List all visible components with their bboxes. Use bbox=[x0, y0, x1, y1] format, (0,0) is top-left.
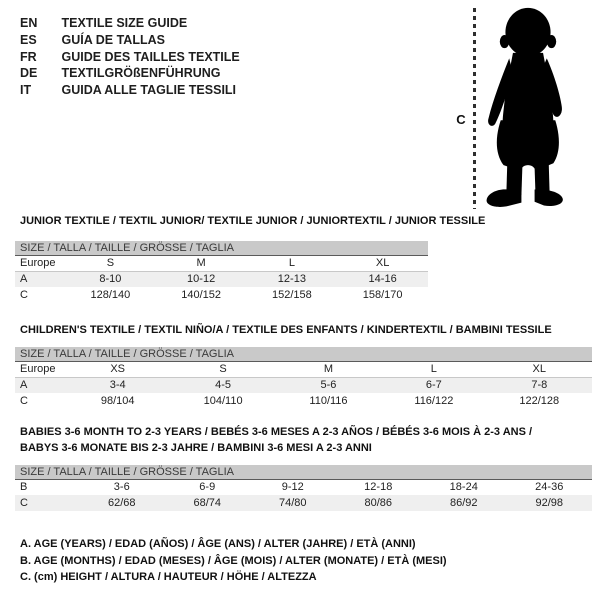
lang-row-fr: FR GUIDE DES TAILLES TEXTILE bbox=[20, 49, 240, 66]
size-cell: 140/152 bbox=[181, 289, 221, 301]
babies-size-table: SIZE / TALLA / TAILLE / GRÖSSE / TAGLIA … bbox=[15, 465, 592, 511]
table-row: B 3-6 6-9 9-12 12-18 18-24 24-36 bbox=[15, 479, 592, 495]
size-cell: 12-13 bbox=[277, 273, 306, 286]
size-cell: 8-10 bbox=[99, 273, 122, 286]
junior-textile-section: JUNIOR TEXTILE / TEXTIL JUNIOR/ TEXTILE … bbox=[15, 213, 486, 303]
size-cell: 18-24 bbox=[449, 481, 478, 494]
size-cell: 14-16 bbox=[368, 273, 397, 286]
lang-label: TEXTILE SIZE GUIDE bbox=[61, 16, 188, 30]
lang-code: DE bbox=[20, 66, 38, 81]
size-cell: L bbox=[381, 361, 487, 378]
size-header-bar: SIZE / TALLA / TAILLE / GRÖSSE / TAGLIA bbox=[15, 347, 592, 362]
table-row: A 8-10 10-12 12-13 14-16 bbox=[15, 271, 428, 287]
size-cell: 98/104 bbox=[100, 395, 135, 407]
row-label: C bbox=[20, 289, 28, 301]
size-cell: 122/128 bbox=[519, 395, 560, 407]
lang-label: GUÍA DE TALLAS bbox=[61, 32, 165, 47]
size-cell: S bbox=[170, 361, 276, 378]
baby-silhouette-icon bbox=[486, 7, 563, 207]
size-cell: 74/80 bbox=[278, 497, 307, 509]
height-measure-figure: C bbox=[453, 6, 589, 214]
size-cell: L bbox=[246, 255, 338, 272]
lang-code: FR bbox=[20, 49, 37, 64]
size-cell: 7-8 bbox=[531, 379, 548, 392]
row-label: A bbox=[20, 379, 28, 392]
junior-table-title: JUNIOR TEXTILE / TEXTIL JUNIOR/ TEXTILE … bbox=[20, 215, 486, 227]
table-row: Europe S M L XL bbox=[15, 255, 428, 272]
babies-textile-section: BABIES 3-6 MONTH TO 2-3 YEARS / BEBÉS 3-… bbox=[15, 424, 592, 511]
table-row: A 3-4 4-5 5-6 6-7 7-8 bbox=[15, 377, 592, 393]
size-cell: 110/116 bbox=[309, 395, 348, 407]
junior-size-table: SIZE / TALLA / TAILLE / GRÖSSE / TAGLIA … bbox=[15, 241, 428, 303]
size-cell: 86/92 bbox=[449, 497, 478, 509]
row-label: C bbox=[20, 395, 28, 407]
table-row: C 98/104 104/110 110/116 116/122 122/128 bbox=[15, 393, 592, 409]
size-cell: M bbox=[155, 255, 247, 272]
lang-code: IT bbox=[20, 83, 32, 98]
footnotes: A. AGE (YEARS) / EDAD (AÑOS) / ÂGE (ANS)… bbox=[20, 536, 447, 586]
row-label: A bbox=[20, 273, 28, 286]
height-measure-label: C bbox=[456, 112, 466, 127]
size-cell: 24-36 bbox=[535, 481, 564, 494]
size-cell: 6-7 bbox=[425, 379, 442, 392]
size-cell: 62/68 bbox=[107, 497, 136, 509]
babies-table-title-line1: BABIES 3-6 MONTH TO 2-3 YEARS / BEBÉS 3-… bbox=[20, 426, 533, 438]
footnote-age-years: A. AGE (YEARS) / EDAD (AÑOS) / ÂGE (ANS)… bbox=[20, 538, 416, 550]
size-cell: 3-6 bbox=[113, 481, 130, 494]
babies-table-title-line2: BABYS 3-6 MONATE BIS 2-3 JAHRE / BAMBINI… bbox=[20, 442, 372, 454]
size-cell: 4-5 bbox=[215, 379, 232, 392]
size-cell: 158/170 bbox=[362, 289, 403, 301]
lang-label: GUIDE DES TAILLES TEXTILE bbox=[61, 49, 240, 64]
size-cell: M bbox=[275, 361, 382, 378]
table-row: C 128/140 140/152 152/158 158/170 bbox=[15, 287, 428, 303]
row-label: Europe bbox=[15, 361, 65, 378]
size-cell: 152/158 bbox=[271, 289, 312, 301]
size-cell: 10-12 bbox=[187, 273, 216, 286]
height-dotted-line bbox=[473, 8, 476, 209]
children-textile-section: CHILDREN'S TEXTILE / TEXTIL NIÑO/A / TEX… bbox=[15, 322, 592, 409]
lang-row-en: EN TEXTILE SIZE GUIDE bbox=[20, 15, 240, 32]
row-label: C bbox=[20, 497, 28, 509]
language-header: EN TEXTILE SIZE GUIDE ES GUÍA DE TALLAS … bbox=[20, 15, 240, 99]
footnote-height: C. (cm) HEIGHT / ALTURA / HAUTEUR / HÖHE… bbox=[20, 571, 317, 583]
lang-label: GUIDA ALLE TAGLIE TESSILI bbox=[61, 83, 237, 98]
lang-row-it: IT GUIDA ALLE TAGLIE TESSILI bbox=[20, 82, 240, 99]
size-cell: 116/122 bbox=[414, 395, 454, 407]
lang-code: ES bbox=[20, 32, 37, 47]
size-cell: XL bbox=[337, 255, 428, 272]
children-table-title: CHILDREN'S TEXTILE / TEXTIL NIÑO/A / TEX… bbox=[20, 324, 552, 336]
size-cell: 104/110 bbox=[203, 395, 243, 407]
size-cell: 80/86 bbox=[364, 497, 393, 509]
size-cell: 6-9 bbox=[199, 481, 216, 494]
size-header-bar: SIZE / TALLA / TAILLE / GRÖSSE / TAGLIA bbox=[15, 241, 428, 256]
size-cell: 12-18 bbox=[364, 481, 393, 494]
size-cell: 128/140 bbox=[90, 289, 131, 301]
lang-label: TEXTILGRÖßENFÜHRUNG bbox=[61, 66, 221, 81]
table-row: C 62/68 68/74 74/80 80/86 86/92 92/98 bbox=[15, 495, 592, 511]
lang-code: EN bbox=[20, 16, 38, 30]
size-cell: XS bbox=[65, 361, 171, 378]
size-cell: 3-4 bbox=[109, 379, 126, 392]
size-cell: 9-12 bbox=[281, 481, 304, 494]
size-header-bar: SIZE / TALLA / TAILLE / GRÖSSE / TAGLIA bbox=[15, 465, 592, 480]
size-cell: 5-6 bbox=[320, 379, 337, 392]
lang-row-es: ES GUÍA DE TALLAS bbox=[20, 32, 240, 49]
table-row: Europe XS S M L XL bbox=[15, 361, 592, 378]
size-cell: S bbox=[65, 255, 156, 272]
size-cell: 68/74 bbox=[193, 497, 222, 509]
row-label: Europe bbox=[15, 255, 65, 272]
size-cell: 92/98 bbox=[535, 497, 564, 509]
size-cell: XL bbox=[486, 361, 592, 378]
lang-row-de: DE TEXTILGRÖßENFÜHRUNG bbox=[20, 65, 240, 82]
footnote-age-months: B. AGE (MONTHS) / EDAD (MESES) / ÂGE (MO… bbox=[20, 554, 447, 567]
row-label: B bbox=[20, 481, 28, 494]
children-size-table: SIZE / TALLA / TAILLE / GRÖSSE / TAGLIA … bbox=[15, 347, 592, 409]
